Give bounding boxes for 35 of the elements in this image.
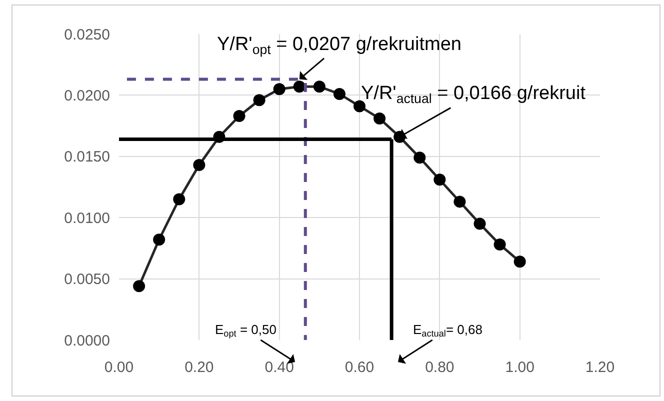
x-tick-label: 0.40 xyxy=(264,359,294,376)
point xyxy=(333,88,346,100)
point xyxy=(414,152,426,164)
x-tick-label: 1.00 xyxy=(505,359,534,376)
point xyxy=(193,158,206,171)
point xyxy=(454,196,466,208)
y-tick-label: 0.0100 xyxy=(64,210,110,227)
y-tick-label: 0.0000 xyxy=(64,332,110,350)
point xyxy=(313,80,326,93)
point xyxy=(253,94,266,106)
x-tick-label: 0.00 xyxy=(104,359,134,376)
point xyxy=(514,256,526,268)
point xyxy=(474,218,486,230)
annotation: Y/R'$_{actual}$ = 0,0166 g/rekruit xyxy=(361,83,586,106)
point xyxy=(293,80,306,93)
point xyxy=(133,280,146,292)
y-tick-label: 0.0250 xyxy=(64,26,110,44)
x-tick-label: 0.60 xyxy=(344,359,374,376)
y-tick-label: 0.0050 xyxy=(64,271,110,288)
annotation: E$_{actual}$= 0,68 xyxy=(413,322,482,339)
point xyxy=(273,83,286,96)
annotation: E$_{opt}$ = 0,50 xyxy=(215,322,276,339)
point xyxy=(173,193,186,206)
x-tick-label: 0.20 xyxy=(184,359,214,376)
x-tick-label: 0.80 xyxy=(425,359,454,376)
annotation: Y/R'$_{opt}$ = 0,0207 g/rekruitmen xyxy=(217,34,462,57)
x-tick-label: 1.20 xyxy=(585,359,615,376)
y-tick-label: 0.0200 xyxy=(64,87,110,104)
point xyxy=(494,238,506,251)
y-tick-label: 0.0150 xyxy=(64,148,110,166)
point xyxy=(354,100,366,112)
point xyxy=(374,112,386,124)
point xyxy=(434,174,446,186)
point xyxy=(233,110,246,122)
point xyxy=(153,234,166,246)
